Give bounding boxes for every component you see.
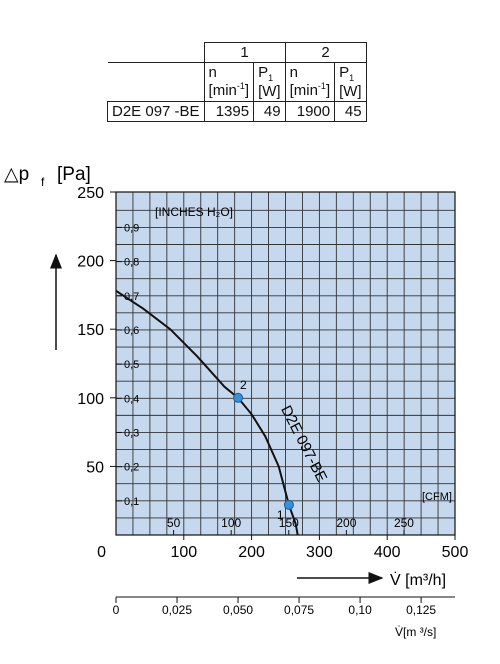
p-label: P xyxy=(258,64,269,81)
cfm-tick-label: 100 xyxy=(221,516,241,530)
n2-header: n [min-1] xyxy=(284,62,336,102)
inches-axis-ticks: 0,1 0,2 0,3 0,4 0,5 0,6 0,7 0,8 0,9 xyxy=(116,222,139,508)
inches-axis-label: [INCHES H₂O] xyxy=(155,205,233,219)
x-tick-label: 300 xyxy=(306,544,333,561)
y-axis-ticks: 50 100 150 200 250 0 xyxy=(77,185,116,561)
cfm-tick-label: 200 xyxy=(336,516,356,530)
y-tick-label: 50 xyxy=(86,459,104,476)
operating-point-label: 1 xyxy=(277,508,284,522)
x-axis-ticks: 100 200 300 400 500 xyxy=(170,535,468,561)
inches-tick-label: 0,2 xyxy=(124,462,139,474)
n-label: n xyxy=(289,64,298,81)
p1-value: 49 xyxy=(253,101,286,122)
inches-tick-label: 0,1 xyxy=(124,496,139,508)
y-tick-label: 150 xyxy=(77,322,104,339)
inches-tick-label: 0,6 xyxy=(124,325,139,337)
table-header-row: 1 2 xyxy=(107,42,367,63)
n-unit-exp: -1 xyxy=(317,81,326,91)
inches-tick-label: 0,4 xyxy=(124,393,139,405)
m3s-axis-label: V̇[m ³/s] xyxy=(395,625,436,639)
x-tick-label: 200 xyxy=(238,544,265,561)
plot-frame xyxy=(115,191,456,536)
n2-value: 1900 xyxy=(284,101,336,122)
inches-tick-label: 0,3 xyxy=(124,427,139,439)
x-axis-label: V̇ [m³/h] xyxy=(390,571,446,589)
p2-value: 45 xyxy=(334,101,367,122)
m3s-tick-label: 0,025 xyxy=(162,603,192,617)
n-unit-close: ] xyxy=(244,82,250,99)
cfm-tick-label: 50 xyxy=(167,516,181,530)
table-unit-row: n [min-1] P1 [W] n [min-1] P1 [W] xyxy=(107,62,367,102)
y-tick-label: 100 xyxy=(77,391,104,408)
y-axis-subscript: f xyxy=(41,175,45,189)
p-unit: [W] xyxy=(258,83,281,100)
n-unit: [min xyxy=(289,82,318,99)
m3s-axis-ticks: 0 0,025 0,050 0,075 0,10 0,125 xyxy=(113,597,436,617)
y-axis-unit: [Pa] xyxy=(57,164,91,185)
n-label: n xyxy=(208,64,217,81)
table-data-row: D2E 097 -BE 1395 49 1900 45 xyxy=(107,101,367,122)
spec-table: 1 2 n [min-1] P1 [W] n [min-1] P1 [W] D2… xyxy=(107,42,367,122)
operating-point xyxy=(233,392,244,403)
p-label: P xyxy=(339,64,350,81)
inches-tick-label: 0,8 xyxy=(124,257,139,269)
cfm-tick-label: 250 xyxy=(394,516,414,530)
p2-header: P1 [W] xyxy=(334,62,367,102)
y-axis-symbol: △p xyxy=(4,164,29,185)
m3s-tick-label: 0,125 xyxy=(406,603,436,617)
origin-label: 0 xyxy=(97,544,106,561)
m3s-tick-label: 0,10 xyxy=(348,603,372,617)
m3s-tick-label: 0,050 xyxy=(223,603,253,617)
operating-point xyxy=(283,499,294,510)
n-unit-exp: -1 xyxy=(236,81,245,91)
p1-header: P1 [W] xyxy=(253,62,286,102)
p-sub: 1 xyxy=(349,73,355,83)
x-tick-label: 100 xyxy=(170,544,197,561)
p-sub: 1 xyxy=(268,73,274,83)
x-tick-label: 500 xyxy=(442,544,469,561)
inches-tick-label: 0,9 xyxy=(124,222,139,234)
y-tick-label: 200 xyxy=(77,254,104,271)
m3s-tick-label: 0 xyxy=(113,603,120,617)
y-tick-label: 250 xyxy=(77,185,104,202)
p-unit: [W] xyxy=(339,83,362,100)
cfm-axis-label: [CFM] xyxy=(422,491,452,503)
n-unit: [min xyxy=(208,82,237,99)
operating-point-label: 2 xyxy=(240,378,247,392)
m3s-tick-label: 0,075 xyxy=(284,603,314,617)
x-tick-label: 400 xyxy=(374,544,401,561)
n1-value: 1395 xyxy=(203,101,255,122)
inches-tick-label: 0,7 xyxy=(124,291,139,303)
inches-tick-label: 0,5 xyxy=(124,359,139,371)
grid xyxy=(116,192,455,535)
n-unit-close: ] xyxy=(325,82,331,99)
model-cell: D2E 097 -BE xyxy=(107,101,205,122)
